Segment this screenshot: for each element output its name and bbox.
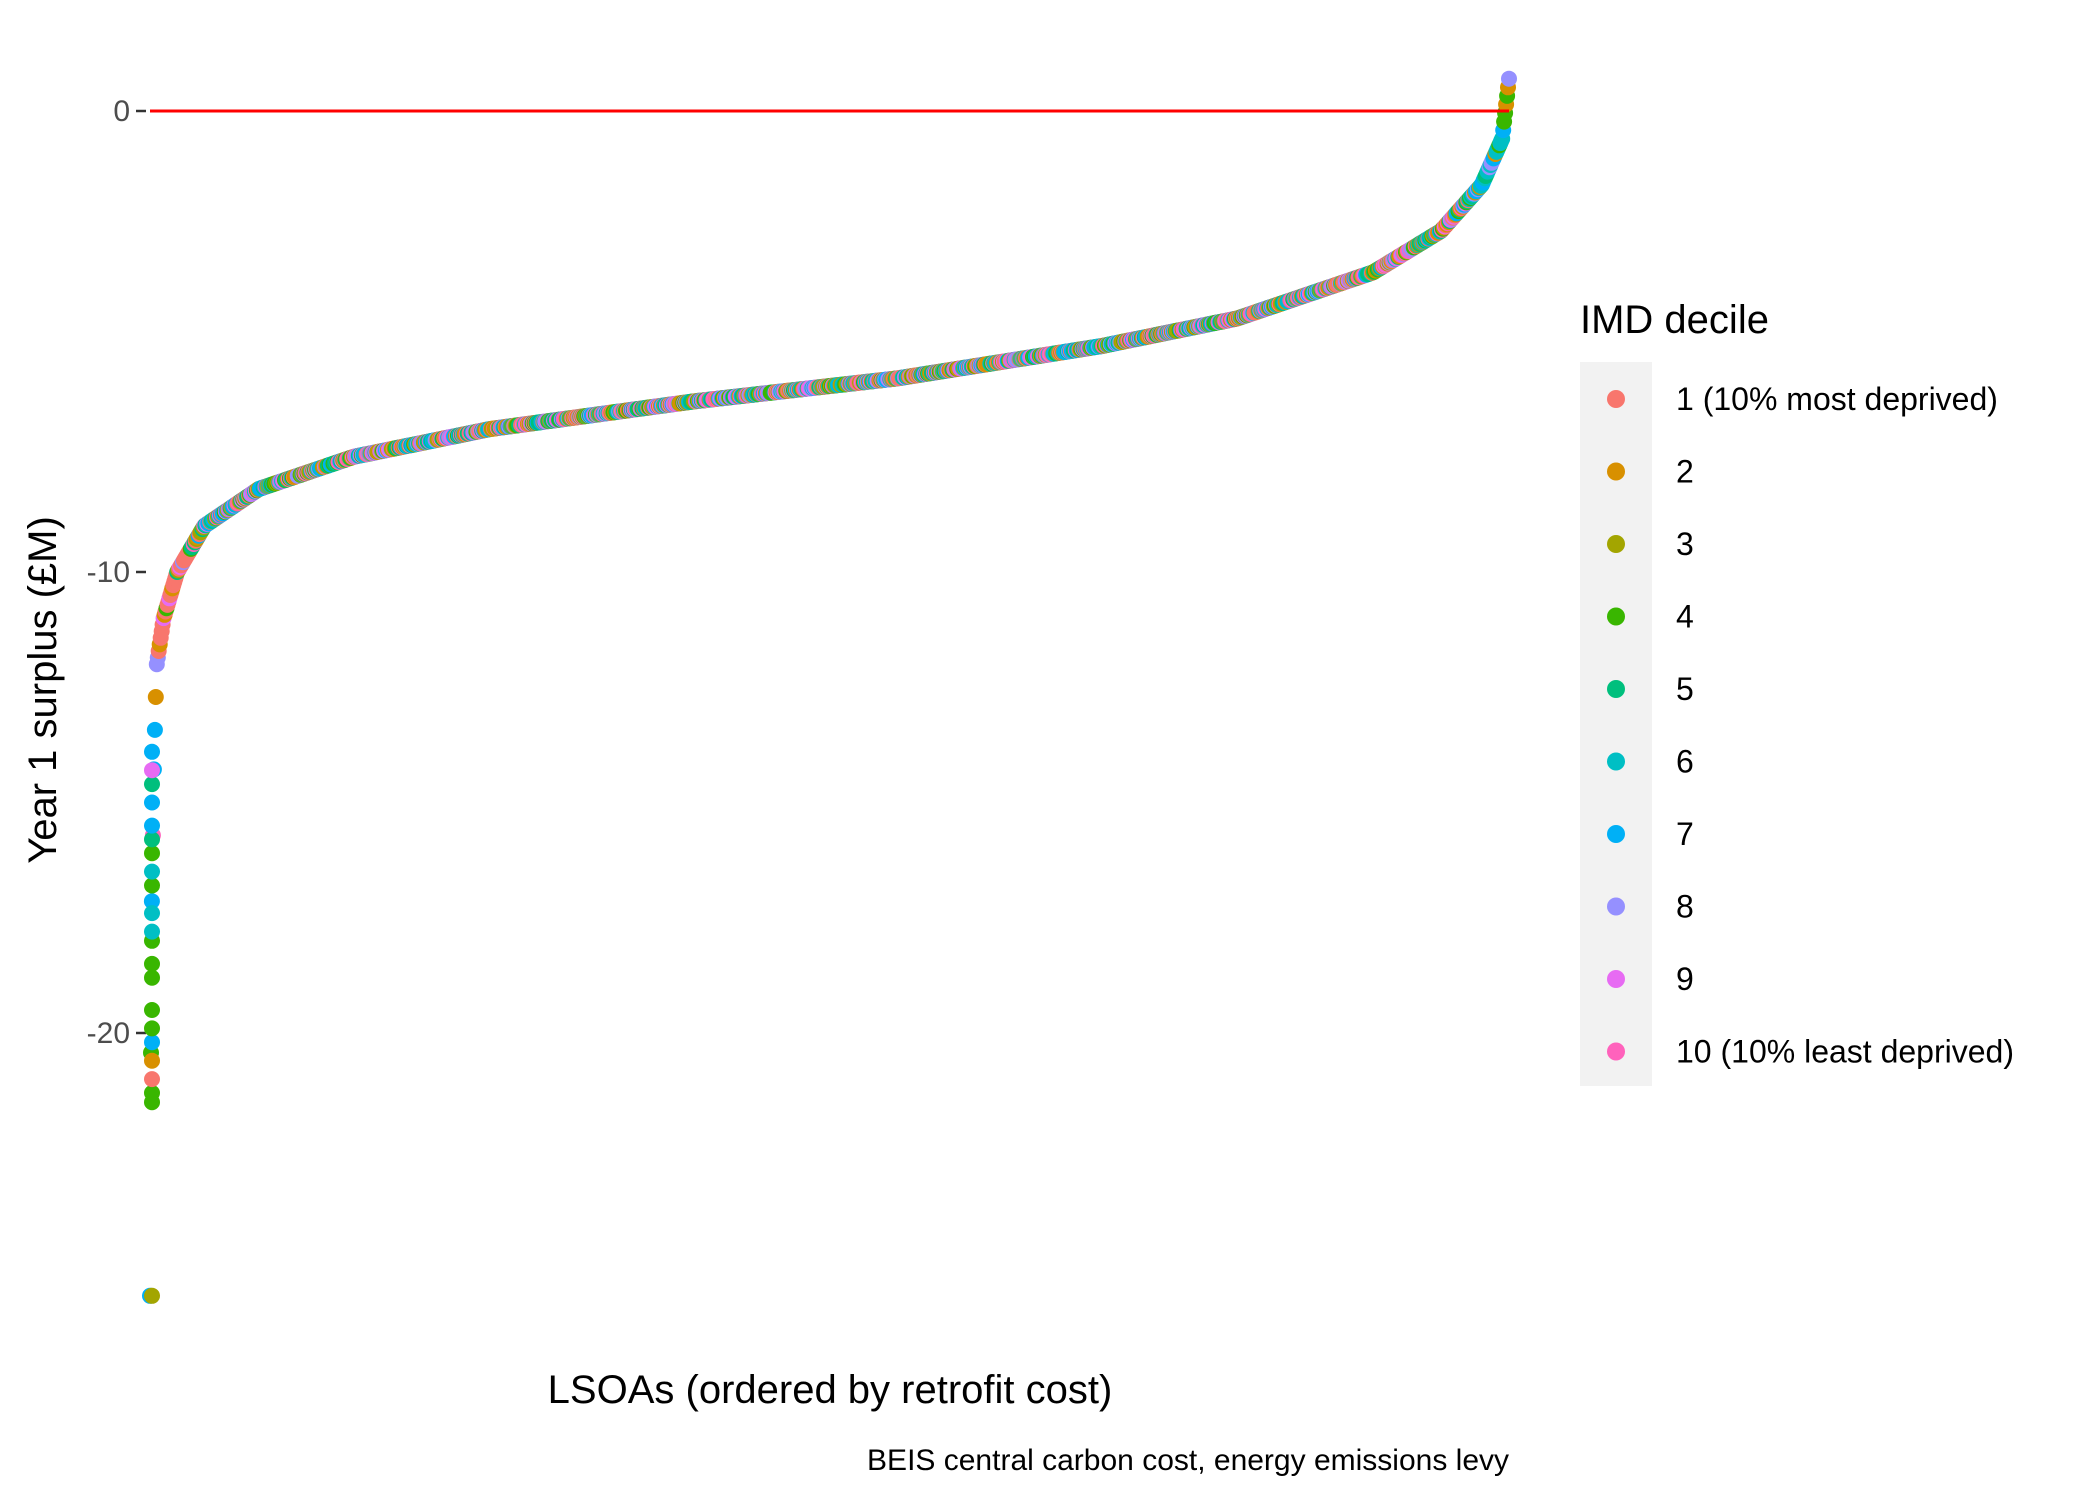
data-point: [144, 1287, 160, 1304]
data-point: [144, 877, 160, 894]
data-point: [144, 776, 160, 793]
data-point: [144, 743, 160, 760]
legend-label: 9: [1676, 961, 1694, 997]
data-point: [1501, 70, 1517, 87]
y-tick-label: -20: [87, 1017, 130, 1050]
legend-key: [1607, 897, 1625, 916]
legend-label: 3: [1676, 526, 1694, 562]
data-point: [143, 893, 160, 910]
data-point: [146, 721, 163, 738]
y-tick-label: 0: [113, 95, 130, 128]
data-point: [144, 831, 160, 848]
legend-key-background: [1580, 362, 1652, 1086]
legend-key: [1607, 752, 1625, 771]
data-point: [144, 845, 160, 862]
data-point: [147, 689, 164, 705]
data-point: [144, 1020, 160, 1037]
data-point: [144, 1052, 160, 1069]
legend-label: 8: [1676, 889, 1694, 925]
legend-key: [1607, 970, 1625, 988]
legend-key: [1607, 1042, 1625, 1061]
y-tick-label: -10: [87, 556, 130, 589]
legend-label: 10 (10% least deprived): [1676, 1034, 2014, 1070]
data-point: [144, 794, 160, 811]
legend-label: 5: [1676, 671, 1694, 707]
y-axis-title: Year 1 surplus (£M): [21, 516, 65, 864]
data-point: [144, 969, 160, 986]
legend-key: [1607, 390, 1625, 408]
legend: IMD decile 1 (10% most deprived) 2 3 4 5 6 7 8 9…: [1580, 298, 2014, 1086]
legend-items: 1 (10% most deprived) 2 3 4 5 6 7 8 9 10 (10% lea…: [1607, 381, 2014, 1070]
legend-title: IMD decile: [1580, 298, 1769, 342]
legend-key: [1607, 607, 1625, 626]
data-point: [144, 1071, 160, 1088]
data-point: [144, 863, 160, 880]
data-point: [144, 817, 160, 834]
legend-key: [1607, 535, 1625, 553]
legend-key: [1607, 680, 1625, 698]
data-point: [144, 762, 160, 779]
data-point: [144, 1034, 160, 1051]
data-point: [144, 905, 160, 922]
legend-key: [1607, 825, 1625, 843]
data-points: [142, 70, 1517, 1304]
data-point: [144, 923, 160, 940]
legend-label: 6: [1676, 744, 1694, 780]
legend-label: 4: [1676, 599, 1694, 635]
legend-label: 7: [1676, 816, 1694, 852]
legend-label: 2: [1676, 454, 1694, 490]
legend-label: 1 (10% most deprived): [1676, 381, 1998, 417]
chart-caption: BEIS central carbon cost, energy emissio…: [867, 1444, 1509, 1477]
data-point: [144, 955, 160, 972]
data-point: [144, 1084, 160, 1101]
legend-key: [1607, 462, 1625, 481]
y-axis: 0 -10 -20: [87, 95, 146, 1050]
data-point: [144, 1002, 160, 1018]
x-axis-title: LSOAs (ordered by retrofit cost): [548, 1368, 1113, 1412]
